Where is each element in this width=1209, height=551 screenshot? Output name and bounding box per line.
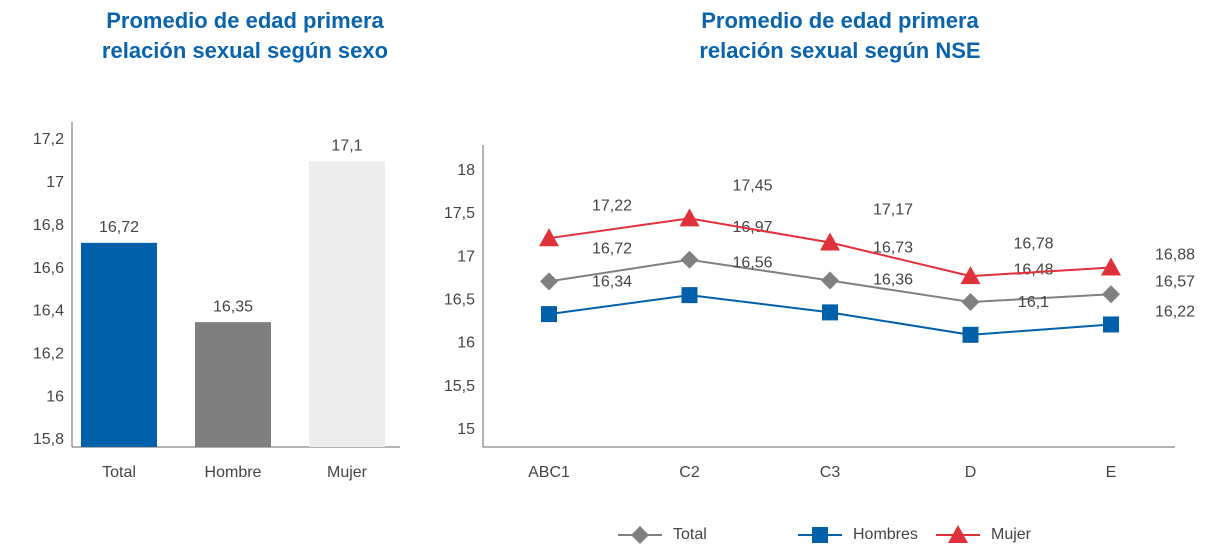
y-tick-label: 15 (457, 421, 475, 438)
point (539, 228, 559, 247)
y-tick-label: 17 (46, 174, 64, 191)
point (962, 326, 979, 343)
data-label: 17,45 (732, 178, 772, 195)
data-label: 16,73 (873, 240, 913, 257)
point (680, 250, 699, 269)
bar (309, 161, 385, 447)
legend-label: Mujer (991, 526, 1032, 543)
point (679, 208, 700, 227)
legend-marker (812, 527, 828, 543)
chart-title: relación sexual según sexo (102, 38, 388, 63)
data-label: 16,1 (1018, 294, 1049, 311)
data-label: 16,56 (732, 254, 772, 271)
data-label: 16,36 (873, 272, 913, 289)
chart-title: relación sexual según NSE (699, 38, 980, 63)
data-label: 17,17 (873, 202, 913, 219)
data-label: 16,48 (1013, 261, 1053, 278)
y-tick-label: 16,4 (33, 303, 64, 320)
y-tick-label: 17,5 (444, 205, 475, 222)
point (822, 304, 838, 321)
point (540, 272, 558, 291)
legend-marker (948, 525, 968, 543)
y-tick-label: 16 (457, 335, 475, 352)
bar (195, 322, 271, 447)
data-label: 17,22 (592, 197, 632, 214)
chart-title: Promedio de edad primera (701, 8, 979, 33)
point (960, 266, 981, 285)
y-tick-label: 16,5 (444, 292, 475, 309)
y-tick-label: 16 (46, 388, 64, 405)
data-label: 17,1 (331, 138, 362, 155)
x-tick-label: Hombre (205, 464, 262, 481)
point (1101, 257, 1121, 276)
legend-label: Hombres (853, 526, 918, 543)
legend-label: Total (673, 526, 707, 543)
point (541, 306, 557, 323)
point (1103, 316, 1119, 333)
x-tick-label: ABC1 (528, 464, 570, 481)
point (1102, 285, 1120, 304)
data-label: 16,57 (1155, 273, 1195, 290)
y-tick-label: 16,6 (33, 260, 64, 277)
point (961, 293, 980, 312)
bar (81, 242, 157, 447)
legend-marker (631, 526, 649, 544)
x-tick-label: E (1106, 464, 1117, 481)
data-label: 16,72 (99, 219, 139, 236)
chart-title: Promedio de edad primera (106, 8, 384, 33)
y-tick-label: 17 (457, 248, 475, 265)
point (821, 271, 839, 290)
y-tick-label: 16,2 (33, 346, 64, 363)
y-tick-label: 17,2 (33, 131, 64, 148)
x-tick-label: Total (102, 464, 136, 481)
x-tick-label: C2 (679, 464, 700, 481)
y-tick-label: 18 (457, 162, 475, 179)
point (820, 232, 840, 251)
point (681, 287, 698, 304)
y-tick-label: 16,8 (33, 217, 64, 234)
y-tick-label: 15,8 (33, 431, 64, 448)
data-label: 16,72 (592, 241, 632, 258)
data-label: 16,35 (213, 298, 253, 315)
data-label: 16,34 (592, 273, 632, 290)
y-tick-label: 15,5 (444, 378, 475, 395)
x-tick-label: Mujer (327, 464, 368, 481)
x-tick-label: C3 (820, 464, 841, 481)
data-label: 16,88 (1155, 247, 1195, 264)
data-label: 16,22 (1155, 304, 1195, 321)
x-tick-label: D (965, 464, 977, 481)
data-label: 16,78 (1013, 235, 1053, 252)
